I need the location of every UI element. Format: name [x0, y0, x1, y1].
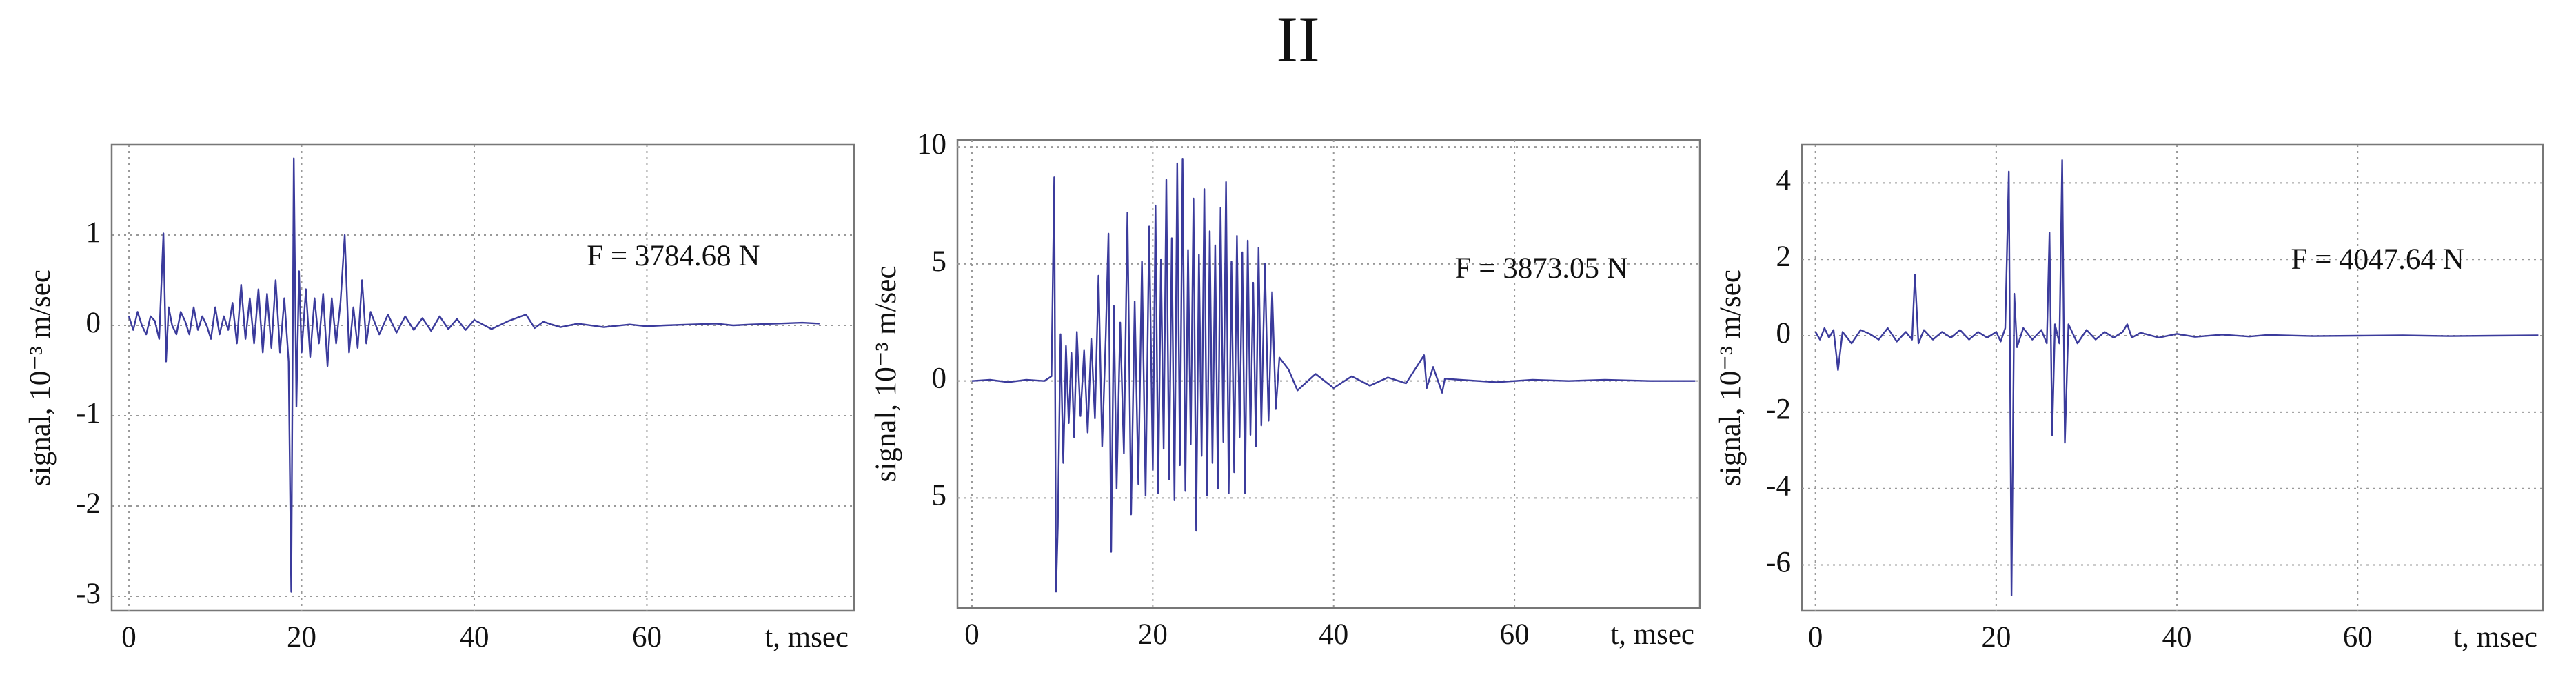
figure-title: II	[1276, 3, 1319, 76]
y-tick-label: -2	[76, 487, 101, 520]
y-tick-label: 0	[932, 363, 947, 395]
x-tick-label: 0	[121, 621, 136, 653]
x-tick-label: 40	[2162, 621, 2192, 653]
y-axis-label: signal, 10⁻³ m/sec	[1714, 270, 1747, 486]
y-tick-label: 4	[1776, 164, 1792, 196]
subplot: 10 5 0 5 0 20 40 60 t, msec signal, 10⁻³ m/sec F =…	[870, 128, 1701, 651]
annotation: F = 4047.64 N	[2291, 243, 2464, 276]
y-tick-label: 5	[932, 479, 947, 511]
x-tick-label: 20	[287, 621, 316, 653]
plot-area	[110, 143, 855, 612]
signal-line	[971, 158, 1696, 593]
x-tick-label: 0	[1808, 621, 1823, 653]
y-tick-label: -1	[76, 397, 101, 429]
y-tick-label: 1	[86, 216, 101, 249]
subplot: 1 0 -1 -2 -3 0 20 40 60 t, msec signal, 10⁻³ m/sec…	[24, 143, 855, 653]
signal-line	[128, 157, 820, 593]
x-tick-label: 0	[964, 618, 980, 651]
y-tick-label: -4	[1766, 470, 1791, 503]
y-axis-label: signal, 10⁻³ m/sec	[24, 270, 57, 486]
x-axis-label: t, msec	[1610, 618, 1694, 651]
annotation: F = 3873.05 N	[1455, 252, 1628, 285]
x-tick-label: 60	[1500, 618, 1530, 651]
x-tick-label: 40	[1319, 618, 1348, 651]
y-axis-label: signal, 10⁻³ m/sec	[870, 266, 902, 483]
y-tick-label: 10	[917, 128, 946, 161]
y-tick-label: -3	[76, 578, 101, 610]
x-tick-label: 60	[2343, 621, 2373, 653]
plot-area	[956, 139, 1701, 609]
y-tick-label: -2	[1766, 394, 1791, 426]
plot-area	[1801, 143, 2544, 612]
x-tick-label: 20	[1138, 618, 1168, 651]
annotation: F = 3784.68 N	[587, 240, 760, 272]
y-tick-label: 0	[1776, 317, 1792, 349]
x-axis-label: t, msec	[764, 621, 849, 653]
x-axis-label: t, msec	[2453, 621, 2537, 653]
signal-line	[1814, 159, 2539, 596]
x-tick-label: 60	[632, 621, 662, 653]
x-tick-label: 40	[459, 621, 489, 653]
y-tick-label: 5	[932, 245, 947, 278]
y-tick-label: 0	[86, 307, 101, 339]
y-tick-label: 2	[1776, 241, 1792, 273]
y-tick-label: -6	[1766, 546, 1791, 578]
x-tick-label: 20	[1981, 621, 2011, 653]
